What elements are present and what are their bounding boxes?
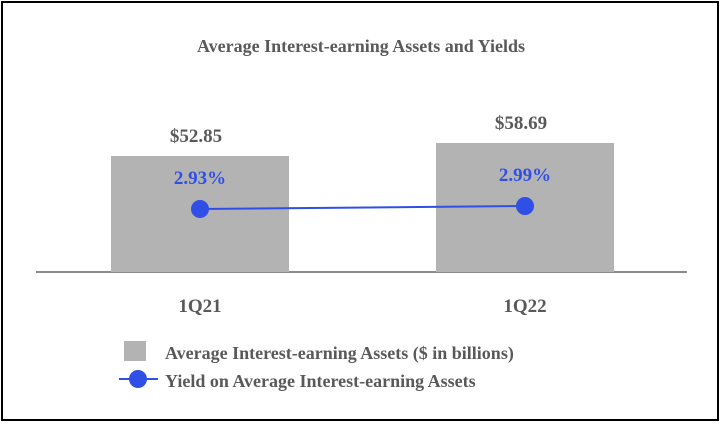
chart-svg: Average Interest-earning Assets and Yiel…	[36, 36, 687, 391]
yield-series-line	[199, 205, 526, 210]
legend-marker-yield	[129, 370, 147, 388]
bar-data-label: $52.85	[170, 126, 222, 147]
yield-point	[191, 200, 209, 218]
x-tick-label: 1Q21	[178, 296, 221, 317]
yield-data-label: 2.99%	[499, 165, 551, 186]
yield-point	[516, 197, 534, 215]
x-tick-label: 1Q22	[503, 296, 546, 317]
legend: Average Interest-earning Assets ($ in bi…	[119, 341, 514, 391]
chart-title: Average Interest-earning Assets and Yiel…	[197, 36, 525, 56]
legend-swatch-assets	[124, 341, 146, 361]
legend-label-assets: Average Interest-earning Assets ($ in bi…	[165, 343, 514, 364]
yield-data-label: 2.93%	[174, 168, 226, 189]
legend-label-yield: Yield on Average Interest-earning Assets	[165, 371, 476, 391]
bar-data-label: $58.69	[495, 113, 547, 134]
